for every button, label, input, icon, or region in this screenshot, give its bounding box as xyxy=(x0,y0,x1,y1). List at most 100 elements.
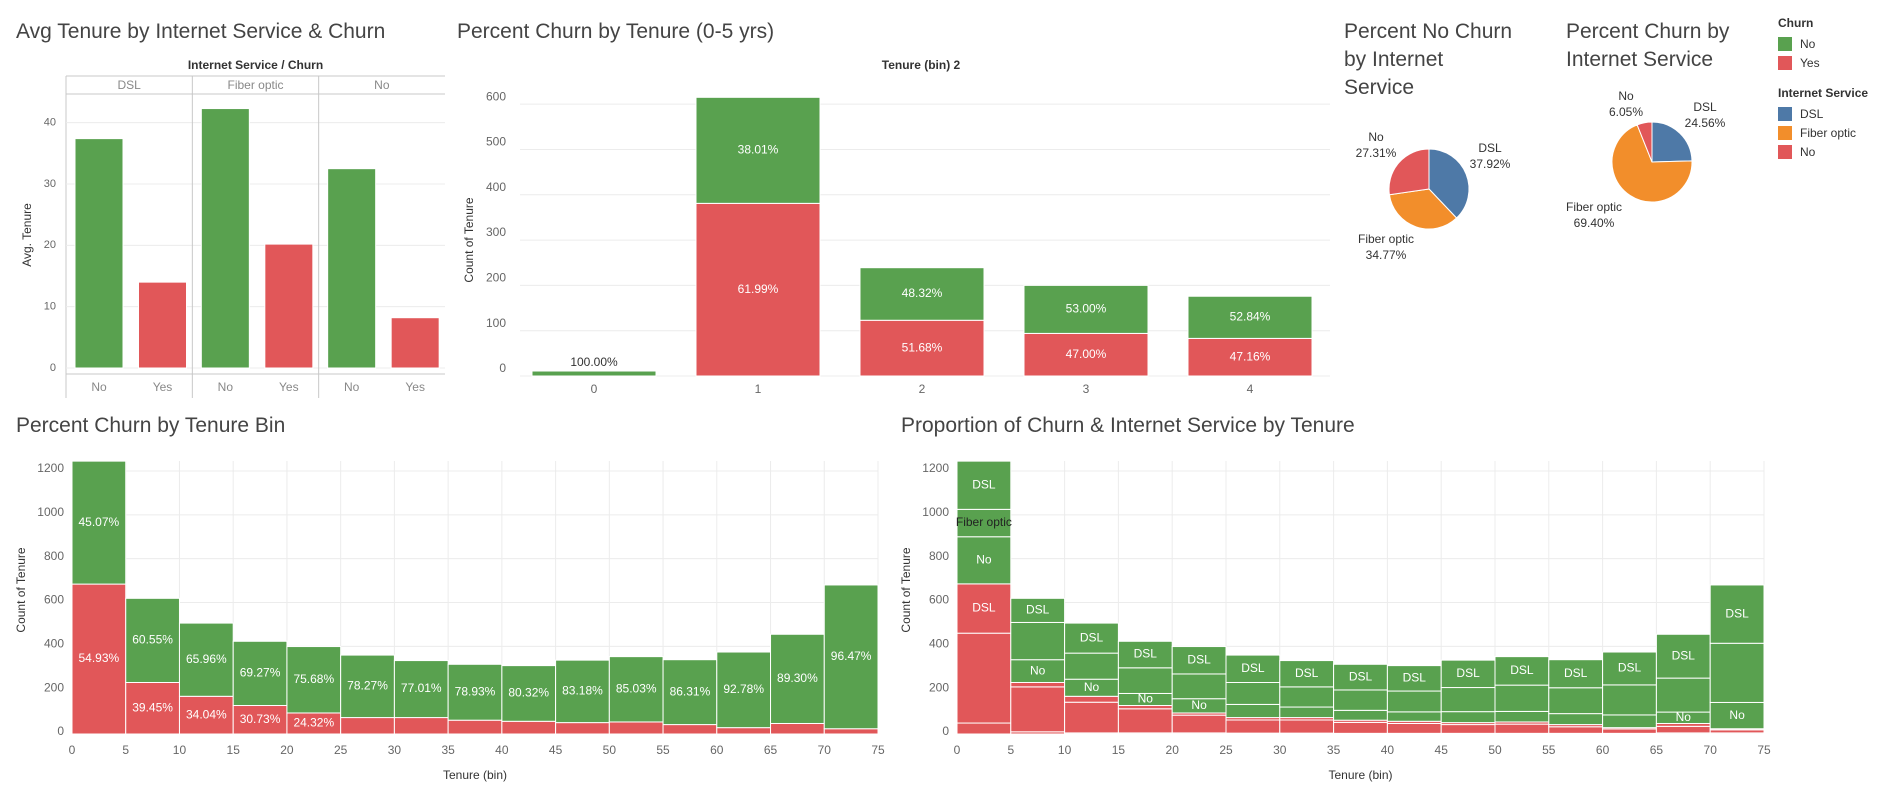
prop-segment[interactable] xyxy=(956,508,1012,538)
prop-segment[interactable] xyxy=(1333,721,1388,734)
bin-bar-no[interactable] xyxy=(662,659,718,726)
prop-segment[interactable] xyxy=(1279,719,1335,734)
pie-no-churn-slice[interactable] xyxy=(1388,148,1430,196)
prop-segment[interactable] xyxy=(1602,651,1657,686)
bin-bar-yes[interactable] xyxy=(716,727,772,735)
prop-segment[interactable] xyxy=(956,722,1012,735)
pie-churn-slice[interactable] xyxy=(1636,121,1653,163)
avg-tenure-bar[interactable] xyxy=(74,138,124,369)
prop-segment[interactable] xyxy=(1279,660,1335,688)
prop-segment[interactable] xyxy=(1010,621,1066,661)
prop-segment[interactable] xyxy=(1117,667,1173,694)
prop-segment[interactable] xyxy=(1279,706,1335,719)
pie-churn-slice[interactable] xyxy=(1651,121,1693,163)
prop-segment[interactable] xyxy=(1225,654,1281,683)
legend-churn-yes[interactable]: Yes xyxy=(1778,53,1868,72)
bin-bar-no[interactable] xyxy=(447,663,503,721)
bin-bar-no[interactable] xyxy=(393,660,449,719)
prop-segment[interactable] xyxy=(1709,642,1765,703)
pct05-bar-yes[interactable] xyxy=(695,202,821,377)
prop-segment[interactable] xyxy=(1548,713,1604,726)
bin-bar-yes[interactable] xyxy=(555,722,610,735)
prop-segment[interactable] xyxy=(1494,656,1550,686)
prop-segment[interactable] xyxy=(1010,681,1066,688)
bin-bar-no[interactable] xyxy=(823,584,879,730)
prop-segment[interactable] xyxy=(1494,684,1550,712)
pct05-bar-no[interactable] xyxy=(1023,284,1149,334)
prop-segment[interactable] xyxy=(1655,725,1711,734)
prop-segment[interactable] xyxy=(1064,701,1119,734)
prop-segment[interactable] xyxy=(1494,723,1550,734)
bin-bar-no[interactable] xyxy=(125,597,180,683)
avg-tenure-bar[interactable] xyxy=(138,281,187,369)
prop-segment[interactable] xyxy=(1279,686,1335,708)
pie-no-churn-slice[interactable] xyxy=(1388,188,1458,230)
prop-segment[interactable] xyxy=(1548,687,1604,715)
prop-segment[interactable] xyxy=(1655,677,1711,713)
pct05-bar-yes[interactable] xyxy=(1023,332,1149,377)
prop-segment[interactable] xyxy=(1064,695,1119,703)
prop-segment[interactable] xyxy=(956,460,1012,510)
prop-segment[interactable] xyxy=(1333,709,1388,721)
prop-segment[interactable] xyxy=(1709,584,1765,644)
avg-tenure-bar[interactable] xyxy=(200,108,250,369)
prop-segment[interactable] xyxy=(1171,673,1227,700)
prop-segment[interactable] xyxy=(1548,726,1604,734)
prop-segment[interactable] xyxy=(1010,686,1066,733)
prop-segment[interactable] xyxy=(1440,724,1496,734)
bin-bar-yes[interactable] xyxy=(662,724,718,735)
prop-segment[interactable] xyxy=(1602,728,1657,734)
prop-segment[interactable] xyxy=(1602,684,1657,716)
prop-segment[interactable] xyxy=(1171,646,1227,675)
avg-tenure-bar[interactable] xyxy=(264,243,314,369)
legend-inet-fiber[interactable]: Fiber optic xyxy=(1778,123,1868,142)
prop-segment[interactable] xyxy=(1010,597,1066,623)
bin-bar-yes[interactable] xyxy=(178,695,234,735)
bin-bar-no[interactable] xyxy=(716,651,772,729)
prop-segment[interactable] xyxy=(1386,665,1442,692)
bin-bar-yes[interactable] xyxy=(393,717,449,735)
prop-segment[interactable] xyxy=(1602,714,1657,729)
pct05-bar-yes[interactable] xyxy=(1187,337,1313,377)
bin-bar-yes[interactable] xyxy=(447,719,503,735)
prop-segment[interactable] xyxy=(1440,711,1496,724)
legend-inet-dsl[interactable]: DSL xyxy=(1778,104,1868,123)
avg-tenure-bar[interactable] xyxy=(390,317,440,369)
bin-bar-yes[interactable] xyxy=(823,728,879,735)
prop-segment[interactable] xyxy=(1494,710,1550,723)
pct05-bar-no[interactable] xyxy=(695,96,821,204)
prop-segment[interactable] xyxy=(1117,708,1173,734)
bin-bar-no[interactable] xyxy=(286,646,342,714)
prop-segment[interactable] xyxy=(956,632,1012,724)
bin-bar-no[interactable] xyxy=(501,665,557,722)
prop-segment[interactable] xyxy=(1548,659,1604,689)
prop-segment[interactable] xyxy=(1333,689,1388,711)
pie-no-churn-slice[interactable] xyxy=(1428,148,1470,219)
pie-churn-slice[interactable] xyxy=(1611,124,1693,203)
prop-segment[interactable] xyxy=(1386,690,1442,713)
prop-segment[interactable] xyxy=(1064,622,1119,654)
prop-segment[interactable] xyxy=(1225,703,1281,719)
bin-bar-no[interactable] xyxy=(71,460,127,585)
prop-segment[interactable] xyxy=(1064,652,1119,680)
legend-churn-no[interactable]: No xyxy=(1778,34,1868,53)
prop-segment[interactable] xyxy=(1171,714,1227,734)
prop-segment[interactable] xyxy=(1386,722,1442,734)
bin-bar-no[interactable] xyxy=(340,654,395,719)
prop-segment[interactable] xyxy=(1386,711,1442,722)
bin-bar-yes[interactable] xyxy=(608,721,664,735)
prop-segment[interactable] xyxy=(1440,659,1496,689)
bin-bar-yes[interactable] xyxy=(340,717,395,735)
pct05-bar-yes[interactable] xyxy=(859,319,985,377)
prop-segment[interactable] xyxy=(1225,719,1281,734)
prop-segment[interactable] xyxy=(1655,633,1711,679)
pct05-bar-no[interactable] xyxy=(859,267,985,321)
avg-tenure-bar[interactable] xyxy=(327,168,377,369)
prop-segment[interactable] xyxy=(956,583,1012,634)
pct05-bar-no[interactable] xyxy=(531,370,657,377)
pct05-bar-no[interactable] xyxy=(1187,295,1313,339)
bin-bar-yes[interactable] xyxy=(71,583,127,735)
prop-segment[interactable] xyxy=(1225,681,1281,705)
bin-bar-yes[interactable] xyxy=(125,681,180,735)
bin-bar-yes[interactable] xyxy=(501,720,557,735)
